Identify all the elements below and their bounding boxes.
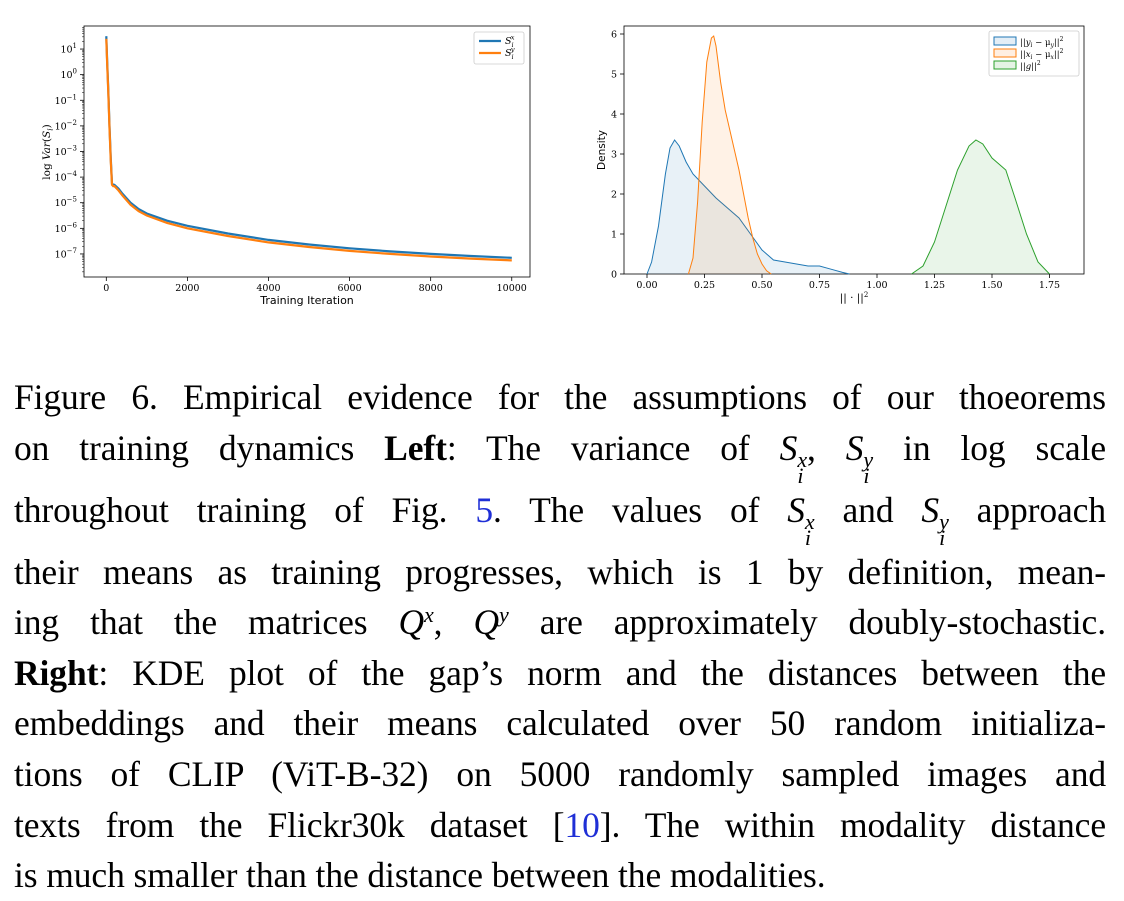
legend-swatch <box>993 36 1017 46</box>
kde-fill-x <box>688 36 772 274</box>
caption-text: their means as training progresses, whic… <box>14 551 1106 592</box>
figure-caption: Figure 6. Empirical evidence for the ass… <box>14 372 1106 901</box>
legend-label: ||g||2 <box>1020 60 1041 72</box>
y-tick-label: 5 <box>611 70 617 81</box>
caption-text: ing that the matrices <box>14 602 399 643</box>
caption-text: ]. The within modality distance <box>599 804 1106 845</box>
caption-text: embeddings and their means calculated ov… <box>14 703 1106 744</box>
x-tick-label: 0.50 <box>751 280 772 291</box>
y-tick-label: 10−3 <box>55 145 77 159</box>
citation-link[interactable]: 5 <box>475 489 494 530</box>
y-tick-label: 6 <box>611 30 617 41</box>
kde-fill-gap <box>911 140 1050 274</box>
caption-text: . The values of <box>493 489 788 530</box>
x-tick-label: 8000 <box>419 283 443 294</box>
x-tick-label: 1.75 <box>1039 280 1060 291</box>
caption-text: throughout training of Fig. <box>14 489 476 530</box>
legend-box <box>988 30 1080 77</box>
x-tick-label: 0.25 <box>694 280 715 291</box>
caption-text: tions of CLIP (ViT-B-32) on 5000 randoml… <box>14 754 1106 795</box>
kde-line-x <box>687 35 772 275</box>
left-plot-frame <box>83 25 531 278</box>
x-tick-label: 0.75 <box>809 280 830 291</box>
caption-text: , <box>806 427 846 468</box>
kde-line-gap <box>911 139 1050 275</box>
caption-line: embeddings and their means calculated ov… <box>14 698 1106 749</box>
y-tick-label: 101 <box>60 42 77 56</box>
x-tick-label: 2000 <box>175 283 199 294</box>
x-tick-label: 0 <box>103 283 109 294</box>
caption-bold: Right <box>14 652 99 693</box>
caption-line: on training dynamics Left: The variance … <box>14 423 1107 489</box>
caption-math: Qx <box>398 602 434 643</box>
legend-label: ||xi − μx||2 <box>1020 48 1064 61</box>
y-tick-label: 0 <box>611 270 617 281</box>
caption-text: and <box>814 489 922 530</box>
caption-text: texts from the Flickr30k dataset [ <box>14 804 565 845</box>
y-tick-label: 10−1 <box>55 93 77 107</box>
x-tick-label: 6000 <box>337 283 361 294</box>
x-tick-label: 1.50 <box>981 280 1002 291</box>
left-variance-plot: 0 2000 4000 6000 8000 10000 101 100 10−1 10−2 10−3… <box>41 25 531 307</box>
y-tick-label: 1 <box>611 230 617 241</box>
y-tick-label: 10−7 <box>55 247 77 261</box>
caption-bold: Left <box>384 427 447 468</box>
right-plot-frame <box>623 25 1085 275</box>
y-tick-label: 4 <box>611 110 617 121</box>
y-tick-label: 2 <box>611 190 617 201</box>
x-tick-label: 1.00 <box>866 280 887 291</box>
series-line-sx <box>105 36 512 259</box>
figure: 0 2000 4000 6000 8000 10000 101 100 10−1 10−2 10−3… <box>41 25 1085 307</box>
legend-label: Six <box>505 34 515 49</box>
y-tick-label: 3 <box>611 150 617 161</box>
x-axis-label: || · ||2 <box>840 291 869 305</box>
x-tick-label: 1.25 <box>924 280 945 291</box>
caption-text: , <box>433 602 474 643</box>
y-tick-label: 100 <box>60 68 77 82</box>
caption-text: : KDE plot of the gap’s norm and the dis… <box>98 652 1106 693</box>
caption-line: their means as training progresses, whic… <box>14 547 1106 598</box>
caption-math: Qy <box>473 602 509 643</box>
caption-line: texts from the Flickr30k dataset [10]. T… <box>14 800 1106 851</box>
caption-line: Right: KDE plot of the gap’s norm and th… <box>14 648 1106 699</box>
legend-label: ||yi − μy||2 <box>1020 36 1064 49</box>
caption-text: are approximately doubly-stochastic. <box>508 602 1106 643</box>
y-tick-label: 10−5 <box>55 196 77 210</box>
caption-text: is much smaller than the distance betwee… <box>14 855 826 896</box>
legend-swatch <box>993 60 1017 70</box>
caption-text: on training dynamics <box>14 427 385 468</box>
series-line-sy <box>105 38 512 262</box>
caption-text: approach <box>948 489 1106 530</box>
y-tick-label: 10−6 <box>55 221 78 235</box>
caption-line: throughout training of Fig. 5. The value… <box>14 485 1106 551</box>
y-tick-label: 10−4 <box>55 170 78 184</box>
kde-fill-y <box>647 140 850 274</box>
caption-line: tions of CLIP (ViT-B-32) on 5000 randoml… <box>14 749 1106 800</box>
caption-line: Figure 6. Empirical evidence for the ass… <box>14 372 1106 423</box>
y-axis-label: log Var(Si) <box>41 124 55 179</box>
citation-link[interactable]: 10 <box>564 804 600 845</box>
y-tick-label: 10−2 <box>55 119 77 133</box>
caption-line: is much smaller than the distance betwee… <box>14 850 1106 901</box>
caption-text: : The variance of <box>446 427 780 468</box>
legend-label: Siy <box>505 46 515 61</box>
caption-text: Figure 6. Empirical evidence for the ass… <box>14 377 1106 417</box>
caption-text: in log scale <box>873 427 1107 468</box>
x-tick-label: 4000 <box>256 283 280 294</box>
x-tick-label: 0.00 <box>636 280 657 291</box>
y-axis-label: Density <box>596 130 608 170</box>
caption-line: ing that the matrices Qx, Qy are approxi… <box>14 597 1106 648</box>
right-kde-plot: 0.00 0.25 0.50 0.75 1.00 1.25 1.50 1.75 0 1 2 3 4 5 6 |… <box>596 25 1085 305</box>
legend-box <box>473 31 525 65</box>
x-axis-label: Training Iteration <box>259 294 354 307</box>
legend-swatch <box>993 48 1017 58</box>
kde-line-y <box>646 139 850 275</box>
x-tick-label: 10000 <box>497 283 527 294</box>
